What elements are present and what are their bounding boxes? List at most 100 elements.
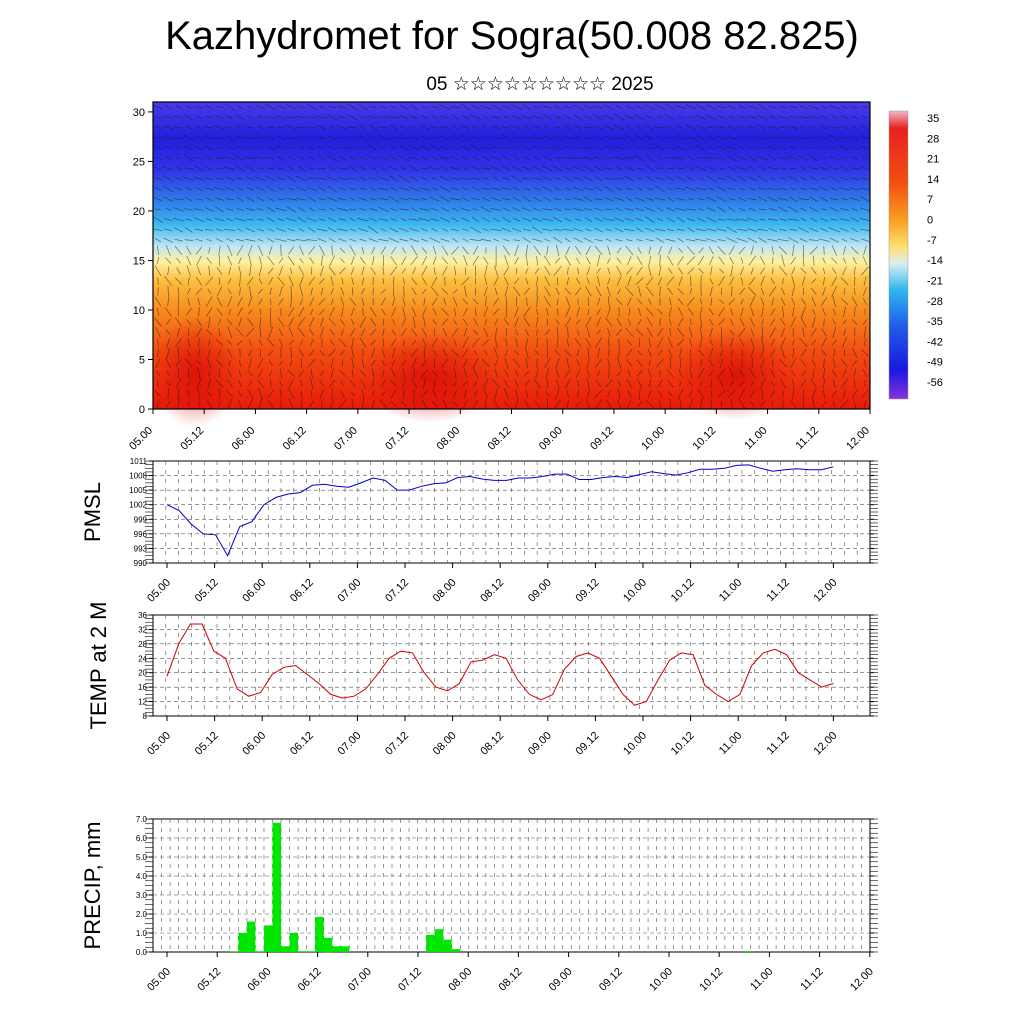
wind-vector (823, 358, 825, 368)
wind-vector (155, 370, 161, 377)
wind-vector (769, 208, 777, 211)
wind-vector (770, 380, 775, 387)
wind-vector (614, 136, 624, 139)
wind-vector (319, 278, 325, 285)
wind-vector (157, 277, 159, 285)
wind-vector (706, 157, 717, 160)
wind-vector (659, 400, 661, 408)
wind-vector (431, 370, 438, 377)
wind-vector (790, 358, 797, 368)
wind-vector (481, 187, 491, 191)
wind-vector (431, 276, 438, 286)
wind-vector (400, 125, 408, 130)
wind-vector (603, 167, 615, 170)
wind-vector (236, 186, 244, 191)
wind-vector (398, 187, 410, 191)
wind-vector (808, 116, 819, 119)
wind-vector (626, 339, 632, 346)
wind-vector (685, 104, 697, 110)
wind-vector (183, 134, 194, 141)
wind-vector (318, 208, 326, 211)
wind-vector (574, 338, 582, 347)
wind-vector (185, 358, 193, 368)
wind-vector (706, 238, 717, 243)
wind-vector (685, 124, 697, 131)
wind-vector (593, 156, 604, 160)
x-tick-label: 07.00 (346, 966, 374, 994)
wind-vector (667, 197, 674, 202)
wind-vector (738, 246, 746, 255)
wind-vector (718, 167, 725, 170)
wind-vector (738, 125, 746, 130)
wind-vector (658, 245, 663, 255)
wind-vector (320, 255, 324, 266)
wind-vector (832, 379, 836, 388)
wind-vector (257, 115, 264, 119)
wind-vector (808, 239, 819, 242)
wind-vector (369, 167, 377, 170)
wind-vector (341, 277, 344, 285)
wind-vector (196, 360, 202, 366)
wind-vector (228, 266, 231, 276)
wind-vector (239, 287, 241, 296)
wind-vector (820, 157, 828, 159)
wind-vector (665, 104, 676, 110)
wind-vector (546, 338, 549, 347)
wind-vector (536, 276, 539, 286)
wind-vector (502, 156, 510, 161)
wind-vector (347, 165, 358, 172)
wind-vector (533, 196, 542, 202)
wind-vector (626, 197, 633, 202)
x-tick-label: 08.12 (486, 425, 514, 453)
wind-vector (655, 104, 666, 110)
wind-vector (841, 105, 848, 109)
wind-vector (777, 239, 789, 242)
wind-vector (545, 390, 550, 397)
wind-vector (697, 177, 705, 181)
wind-vector (634, 114, 645, 121)
wind-vector (482, 197, 490, 202)
wind-vector (327, 197, 338, 202)
wind-vector (390, 136, 397, 139)
wind-vector (842, 266, 847, 276)
wind-vector (695, 238, 707, 242)
wind-vector (657, 309, 663, 315)
wind-vector (431, 187, 438, 191)
wind-vector (320, 317, 324, 327)
wind-vector (245, 157, 256, 160)
wind-vector (851, 208, 858, 211)
wind-vector (596, 255, 601, 267)
wind-vector (584, 105, 593, 109)
wind-vector (442, 348, 448, 357)
wind-vector (490, 155, 502, 161)
wind-vector (699, 326, 703, 339)
wind-vector (503, 379, 510, 388)
wind-vector (770, 308, 776, 316)
wind-vector (206, 238, 213, 242)
wind-vector (604, 186, 614, 192)
wind-vector (409, 136, 419, 140)
precip-bar (323, 937, 333, 953)
wind-vector (593, 106, 604, 108)
wind-vector (431, 297, 438, 306)
wind-vector (341, 306, 344, 317)
wind-vector (810, 287, 817, 295)
wind-vector (749, 276, 756, 286)
wind-vector (819, 167, 829, 170)
wind-vector (830, 218, 838, 221)
wind-vector (502, 166, 511, 171)
wind-vector (277, 126, 285, 129)
wind-vector (504, 276, 509, 286)
wind-vector (861, 136, 869, 139)
precip-bar (315, 916, 324, 952)
wind-vector (227, 296, 233, 307)
wind-vector (441, 116, 449, 119)
wind-vector (195, 238, 203, 242)
wind-vector (635, 328, 644, 337)
wind-vector (648, 265, 652, 276)
wind-vector (279, 368, 282, 378)
wind-vector (494, 287, 498, 296)
wind-vector (748, 286, 757, 296)
wind-vector (176, 327, 180, 337)
wind-vector (533, 378, 541, 389)
